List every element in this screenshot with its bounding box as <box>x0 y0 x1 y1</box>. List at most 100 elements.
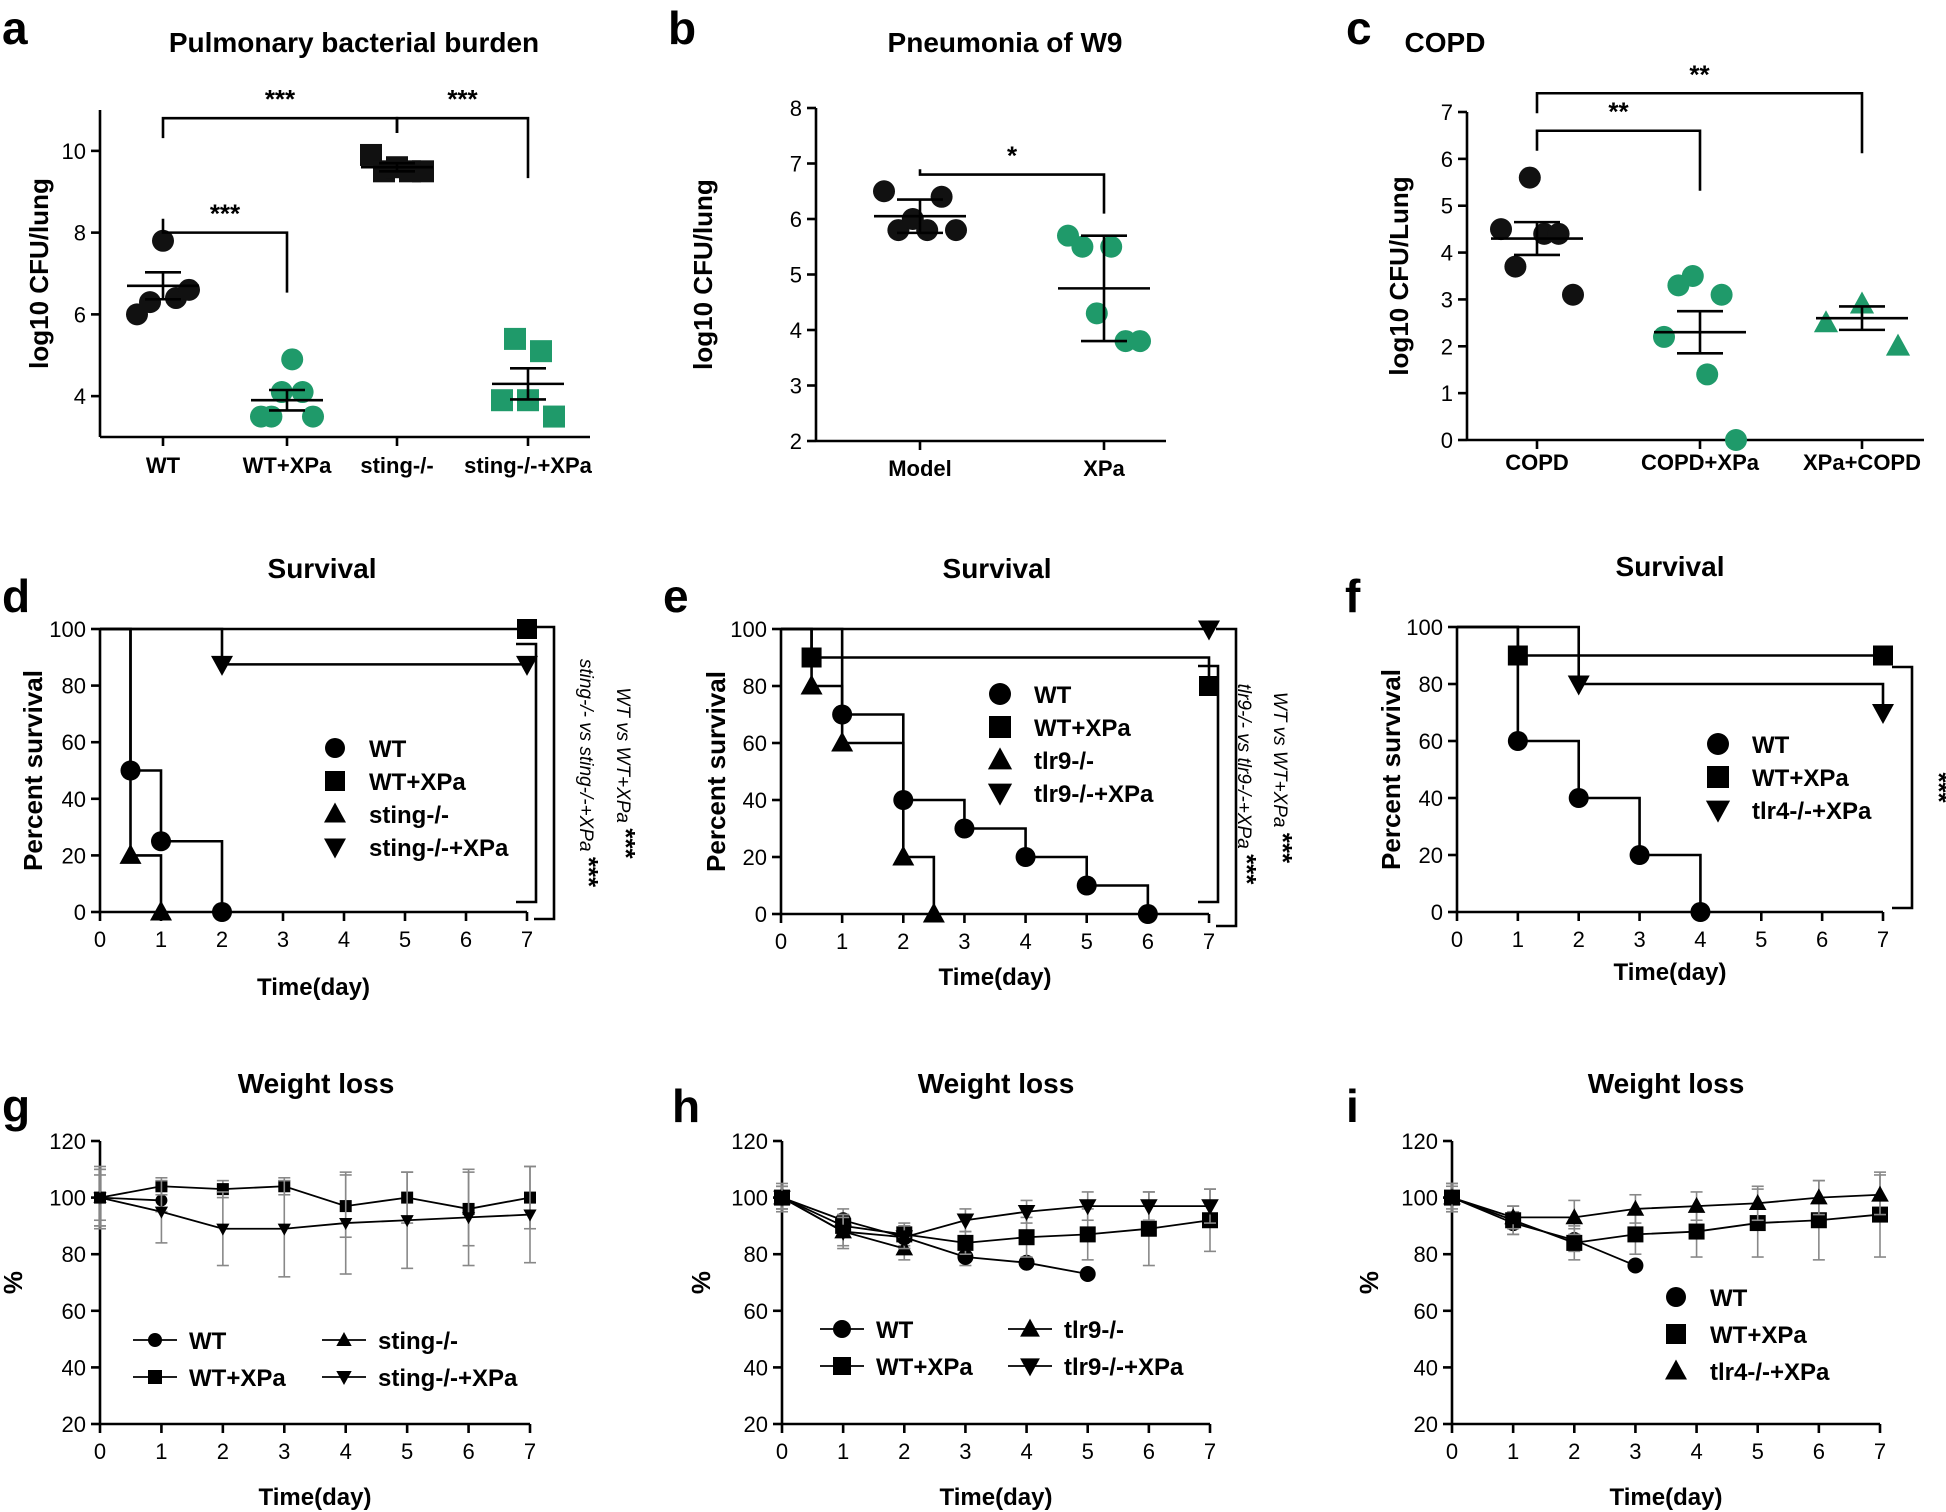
legend-marker <box>325 738 345 758</box>
comparison-label: WT vs WT+XPa <box>1269 692 1290 833</box>
y-tick-label: 2 <box>790 429 802 454</box>
weight-marker <box>277 1223 291 1236</box>
data-point <box>1085 302 1108 325</box>
x-tick-label: 3 <box>1629 1439 1641 1464</box>
y-tick-label: 7 <box>1441 100 1453 125</box>
weight-marker <box>523 1209 537 1222</box>
y-tick-label: 60 <box>1419 729 1443 754</box>
legend-marker <box>336 1331 352 1346</box>
y-tick-label: 100 <box>1406 615 1443 640</box>
x-tick-label: 5 <box>401 1439 413 1464</box>
y-tick-label: 40 <box>1419 786 1443 811</box>
x-tick-label: 1 <box>155 927 167 952</box>
data-point <box>1696 363 1719 386</box>
panel-b: b Pneumonia of W9 log10 CFU/lung 2 3 4 5 6 7 8 Mod… <box>668 2 1166 481</box>
data-point <box>504 327 526 350</box>
y-tick-label: 40 <box>744 1355 768 1380</box>
legend-marker <box>1020 1358 1040 1377</box>
x-tick-label: 5 <box>1755 927 1767 952</box>
y-tick-label: 80 <box>744 1242 768 1267</box>
legend-label: WT <box>1752 732 1790 759</box>
survival-marker <box>1076 875 1097 896</box>
legend-label: WT+XPa <box>1034 715 1131 742</box>
x-tick-label: 7 <box>1877 927 1889 952</box>
legend-label: tlr9-/- <box>1064 1317 1124 1344</box>
survival-marker <box>800 674 823 695</box>
data-point <box>1547 222 1570 245</box>
legend: WT WT+XPa tlr4-/-+XPa <box>1705 732 1872 825</box>
legend-label: tlr9-/-+XPa <box>1034 781 1154 808</box>
legend: WT WT+XPa tlr4-/-+XPa <box>1665 1285 1830 1386</box>
survival-marker <box>517 619 537 639</box>
legend-label: WT+XPa <box>189 1365 286 1392</box>
weight-marker <box>1566 1234 1583 1251</box>
x-tick-label: 3 <box>1633 927 1645 952</box>
y-axis-label: % <box>1354 1271 1384 1294</box>
x-tick-label: 4 <box>1690 1439 1702 1464</box>
weight-marker <box>1871 1185 1889 1202</box>
legend-label: WT <box>369 736 407 763</box>
significance-bracket <box>395 116 530 179</box>
data-point <box>916 219 939 242</box>
survival-marker <box>1568 788 1589 808</box>
y-tick-label: 4 <box>1441 241 1453 266</box>
x-tick-label: 5 <box>1081 929 1093 954</box>
comparison-stars: *** <box>574 857 604 888</box>
weight-marker <box>1687 1196 1706 1213</box>
category-label: WT+XPa <box>243 453 332 478</box>
y-tick-label: 0 <box>1431 900 1443 925</box>
y-tick-label: 120 <box>49 1129 86 1154</box>
x-tick-label: 3 <box>278 1439 290 1464</box>
x-tick-label: 1 <box>1507 1439 1519 1464</box>
x-tick-label: 5 <box>1752 1439 1764 1464</box>
panel-letter: d <box>2 570 30 622</box>
significance-bracket <box>1535 129 1702 191</box>
panel-letter: b <box>668 2 696 54</box>
legend-marker <box>1705 800 1731 823</box>
legend-marker <box>325 771 345 791</box>
comparison-bracket <box>534 625 556 921</box>
legend-marker <box>989 683 1011 705</box>
y-tick-label: 3 <box>1441 287 1453 312</box>
x-tick-label: 6 <box>462 1439 474 1464</box>
survival-marker <box>1137 904 1158 924</box>
legend-label: tlr4-/-+XPa <box>1710 1359 1830 1386</box>
x-tick-label: 2 <box>897 929 909 954</box>
x-tick-label: 5 <box>399 927 411 952</box>
data-point <box>281 348 304 371</box>
survival-marker <box>151 831 171 852</box>
y-tick-label: 40 <box>743 788 767 813</box>
y-axis-label: % <box>0 1271 28 1294</box>
legend-label: sting-/- <box>378 1328 458 1355</box>
category-label: sting-/-+XPa <box>464 453 593 478</box>
data-point <box>1100 235 1123 258</box>
y-axis-label: % <box>686 1271 716 1294</box>
chart-title: COPD <box>1405 27 1486 58</box>
x-axis-label: Time(day) <box>1614 959 1727 986</box>
x-tick-label: 7 <box>1203 929 1215 954</box>
survival-marker <box>1872 704 1894 724</box>
x-tick-label: 4 <box>1019 929 1031 954</box>
y-tick-label: 60 <box>62 730 86 755</box>
significance-stars: *** <box>210 199 241 229</box>
panel-g: g Weight loss% Time(day) 20 40 60 80 100 120 0 1 2 3… <box>0 1068 537 1511</box>
weight-marker <box>1443 1188 1461 1205</box>
chart-title: Weight loss <box>918 1068 1075 1099</box>
legend-marker <box>833 1320 851 1338</box>
x-axis-label: Time(day) <box>940 1484 1053 1511</box>
survival-marker <box>1199 676 1219 696</box>
category-label: XPa+COPD <box>1803 450 1921 475</box>
data-point <box>1129 330 1151 353</box>
data-point <box>1849 291 1875 314</box>
data-point <box>930 185 953 208</box>
weight-marker <box>957 1249 974 1266</box>
data-point <box>291 381 314 404</box>
data-point <box>260 405 283 428</box>
x-tick-label: 0 <box>1451 927 1463 952</box>
x-tick-label: 6 <box>1142 929 1154 954</box>
y-tick-label: 80 <box>62 1242 86 1267</box>
y-tick-label: 20 <box>1419 843 1443 868</box>
weight-marker <box>1626 1199 1645 1216</box>
significance-bracket <box>1535 91 1864 154</box>
